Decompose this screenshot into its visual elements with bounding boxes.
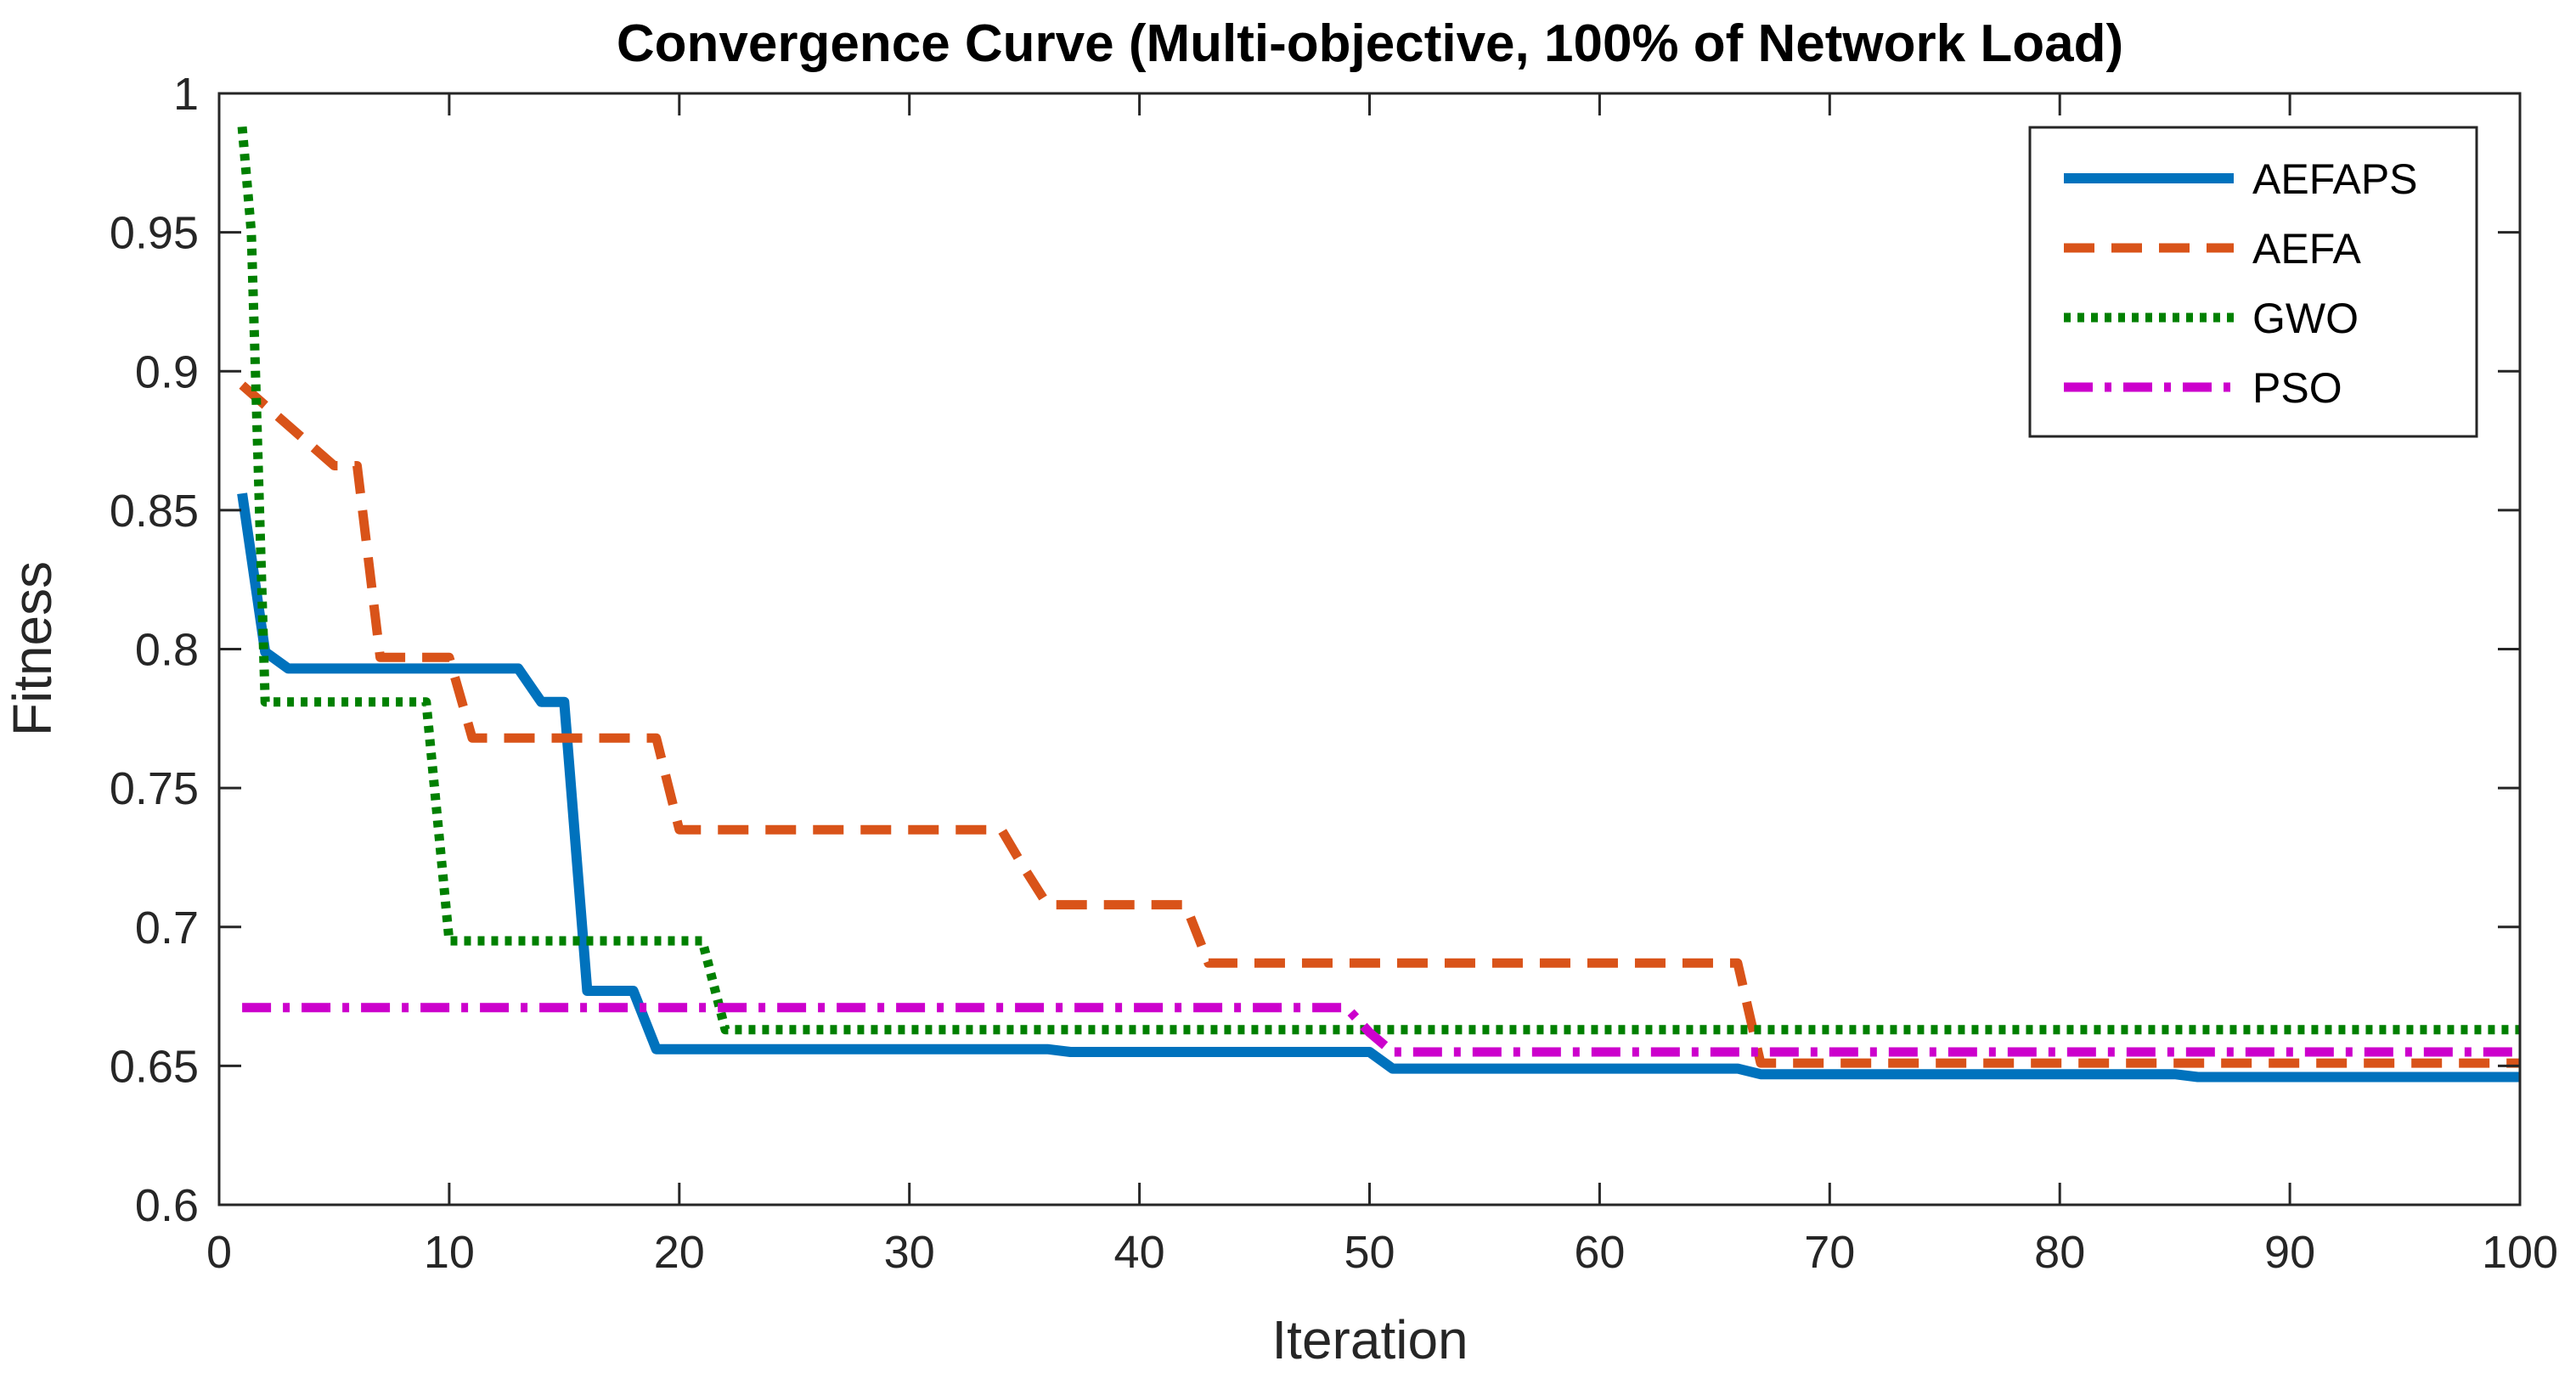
legend-label-aefaps: AEFAPS — [2252, 155, 2418, 203]
series-line-aefaps — [237, 492, 2520, 1083]
x-tick-label: 0 — [206, 1227, 232, 1278]
y-tick-label: 0.65 — [110, 1041, 199, 1092]
x-tick-label: 30 — [884, 1227, 935, 1278]
y-tick-label: 0.7 — [135, 903, 199, 953]
y-tick-label: 0.6 — [135, 1180, 199, 1231]
x-tick-label: 70 — [1804, 1227, 1855, 1278]
y-tick-label: 0.95 — [110, 208, 199, 259]
x-axis-title: Iteration — [1271, 1309, 1468, 1370]
y-axis-title: Fitness — [2, 561, 63, 736]
chart-title: Convergence Curve (Multi-objective, 100%… — [617, 14, 2123, 73]
x-tick-label: 90 — [2264, 1227, 2315, 1278]
y-tick-label: 0.9 — [135, 346, 199, 397]
x-tick-label: 60 — [1574, 1227, 1625, 1278]
legend-label-aefa: AEFA — [2252, 225, 2361, 273]
legend-label-gwo: GWO — [2252, 295, 2359, 342]
axes: 0 10 20 30 40 50 60 70 80 90 100 0.6 0.65 0.7 0.75 0.8 0… — [110, 69, 2558, 1278]
x-tick-label: 100 — [2482, 1227, 2558, 1278]
y-tick-label: 1 — [173, 69, 199, 120]
x-tick-label: 40 — [1114, 1227, 1165, 1278]
legend: AEFAPS AEFA GWO PSO — [2028, 126, 2478, 438]
legend-label-pso: PSO — [2252, 364, 2342, 412]
x-tick-label: 10 — [424, 1227, 475, 1278]
x-tick-label: 50 — [1344, 1227, 1395, 1278]
y-tick-label: 0.75 — [110, 763, 199, 814]
series-line-gwo — [237, 126, 2520, 1035]
x-tick-label: 80 — [2034, 1227, 2085, 1278]
series-line-aefa — [239, 381, 2520, 1068]
y-tick-label: 0.8 — [135, 625, 199, 676]
series-line-pso — [242, 1003, 2520, 1057]
x-tick-label: 20 — [654, 1227, 705, 1278]
plot-area — [237, 126, 2520, 1083]
y-tick-label: 0.85 — [110, 486, 199, 537]
